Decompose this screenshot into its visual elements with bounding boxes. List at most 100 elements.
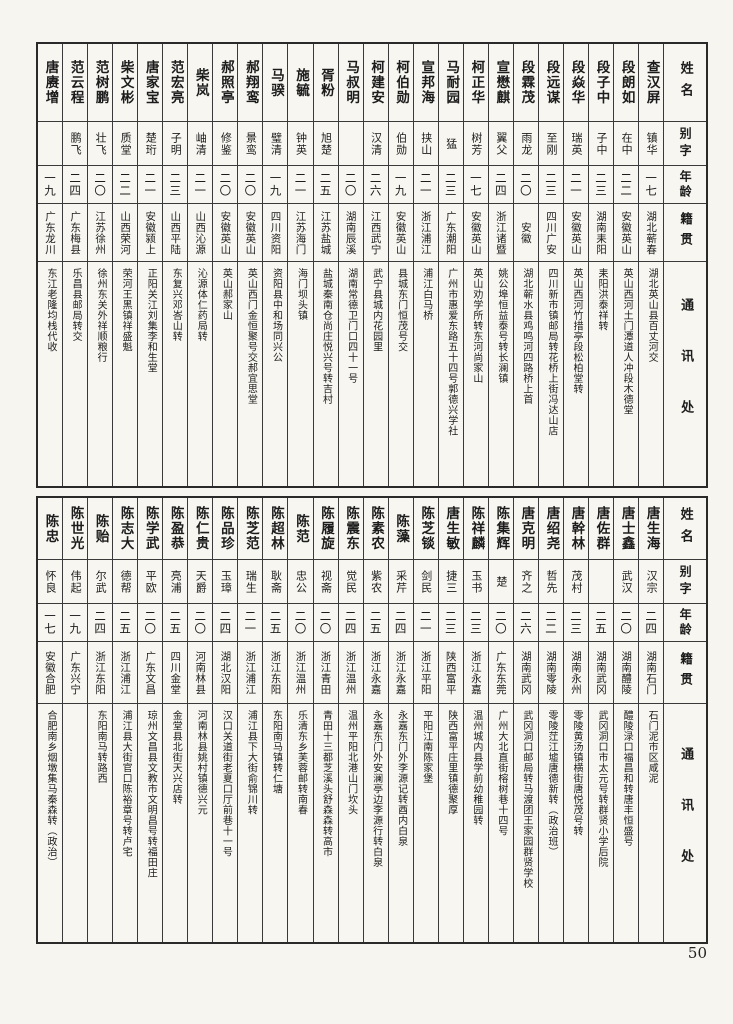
entry-age-cell: 二五 <box>113 604 138 642</box>
entry-courtesy-cell <box>589 560 614 604</box>
entry-origin-cell-text: 四川金堂 <box>169 650 182 695</box>
entry-address-cell-text: 荣河王黑镇祥盛魁 <box>120 268 132 352</box>
roster-entry-column: 唐生海 汉宗 二四 湖南石门 石门泥市区咸泥 <box>639 498 665 942</box>
entry-origin-cell-text: 陕西富平 <box>444 650 457 695</box>
entry-courtesy-cell: 紫农 <box>363 560 388 604</box>
entry-name-cell: 柯建安 <box>363 44 388 122</box>
roster-entry-column: 郝照亭 修鉴 二〇 安徽英山 英山郝家山 <box>213 44 239 486</box>
entry-origin-cell-text: 湖南醴陵 <box>620 650 633 695</box>
roster-entry-column: 马叔明 二〇 湖南辰溪 湖南常德卫门口四十一号 <box>338 44 364 486</box>
entry-name-cell-text: 柴文彬 <box>117 60 134 105</box>
roster-entry-column: 唐幹林 茂村 二三 湖南永州 零陵黄汤镇横街唐悦茂号转 <box>563 498 590 942</box>
entry-origin-cell: 江西武宁 <box>363 204 388 262</box>
entry-courtesy-cell-text: 天爵 <box>194 569 208 594</box>
entry-age-cell-text: 一九 <box>393 172 408 197</box>
entry-origin-cell-text: 江西武宁 <box>369 210 382 255</box>
roster-entry-column: 柴文彬质堂二二山西荣河荣河王黑镇祥盛魁 <box>113 44 139 486</box>
entry-address-cell-text: 东阳南马转路西 <box>95 710 107 784</box>
entry-age-cell: 二一 <box>238 604 263 642</box>
entry-courtesy-cell <box>338 122 363 166</box>
entry-origin-cell: 四川金堂 <box>163 642 188 704</box>
entry-origin-cell: 浙江浦江 <box>113 642 138 704</box>
entry-name-cell-text: 段远谋 <box>543 60 560 105</box>
entry-name-cell: 陈仁贵 <box>188 498 213 560</box>
entry-age-cell: 二三 <box>538 166 563 204</box>
entry-courtesy-cell-text: 怀良 <box>44 569 58 594</box>
entry-age-cell: 二三 <box>563 604 589 642</box>
entry-name-cell-text: 陈祥麟 <box>468 506 485 551</box>
entry-origin-cell-text: 浙江浦江 <box>119 650 132 695</box>
entry-age-cell: 二一 <box>288 166 313 204</box>
entry-age-cell-text: 二一 <box>243 610 258 635</box>
entry-origin-cell-text: 湖南武冈 <box>595 650 608 695</box>
entry-address-cell-text: 英山西河竹措亭段松柏堂转 <box>571 268 582 394</box>
entry-age-cell: 二〇 <box>288 604 313 642</box>
entry-courtesy-cell: 在中 <box>614 122 639 166</box>
entry-name-cell-text: 陈素农 <box>368 506 385 551</box>
entry-courtesy-cell-text: 武汉 <box>620 569 634 594</box>
entry-courtesy-cell-text: 忠公 <box>294 569 308 594</box>
entry-origin-cell: 江苏海门 <box>288 204 313 262</box>
entry-address-cell: 东阳南马镇转仁塘 <box>263 704 287 942</box>
entry-name-cell: 柴文彬 <box>113 44 138 122</box>
entry-courtesy-cell-text: 平欧 <box>144 569 158 594</box>
entry-address-cell-text: 湖南常德卫门口四十一号 <box>345 268 357 384</box>
entry-courtesy-cell-text: 汉清 <box>369 131 383 156</box>
entry-age-cell: 二〇 <box>188 604 213 642</box>
entry-courtesy-cell-text: 璧清 <box>269 131 283 156</box>
entry-age-cell: 二三 <box>438 166 463 204</box>
entry-origin-cell-text: 河南林县 <box>194 650 207 695</box>
entry-origin-cell-text: 山西荣河 <box>119 210 132 255</box>
entry-courtesy-cell: 玉书 <box>463 560 488 604</box>
entry-age-cell-text: 二二 <box>118 172 133 197</box>
entry-courtesy-cell-text: 尔武 <box>94 569 108 594</box>
entry-name-cell: 唐绍尧 <box>538 498 563 560</box>
roster-entry-column: 段霖茂 雨龙 二〇 安徽 湖北蕲水县鸡鸣河四路桥上首 <box>513 44 539 486</box>
entry-courtesy-cell: 楚珩 <box>138 122 163 166</box>
entry-address-cell: 广州大北直街榕树巷十四号 <box>489 704 513 942</box>
entry-origin-cell-text: 广东兴宁 <box>69 650 82 695</box>
entry-age-cell-text: 二〇 <box>518 172 533 197</box>
header-courtesy-cell: 别字 <box>664 560 707 604</box>
entry-name-cell: 范树鹏 <box>88 44 113 122</box>
entry-name-cell-text: 陈履旋 <box>318 506 335 551</box>
entry-age-cell-text: 二三 <box>443 610 458 635</box>
entry-name-cell: 马叔明 <box>338 44 363 122</box>
entry-address-cell: 盐城秦南仓尚庄悦兴号转吉村 <box>314 262 338 486</box>
entry-age-cell: 一七 <box>38 604 63 642</box>
entry-address-cell: 英山西河土门潭道人冲段木德堂 <box>614 262 638 486</box>
entry-age-cell: 二三 <box>589 166 614 204</box>
entry-origin-cell: 浙江浦江 <box>238 642 263 704</box>
entry-origin-cell: 湖北汉阳 <box>213 642 238 704</box>
entry-age-cell: 一九 <box>263 166 288 204</box>
entry-origin-cell: 安徽英山 <box>563 204 589 262</box>
entry-age-cell-text: 二〇 <box>143 610 158 635</box>
entry-name-cell: 柴岚 <box>188 44 213 122</box>
entry-courtesy-cell-text: 质堂 <box>119 131 133 156</box>
entry-origin-cell-text: 浙江浦江 <box>244 650 257 695</box>
entry-age-cell-text: 二〇 <box>218 172 233 197</box>
entry-address-cell: 浦江白马桥 <box>414 262 438 486</box>
entry-origin-cell-text: 山西沁源 <box>194 210 207 255</box>
entry-name-cell-text: 柯建安 <box>368 60 385 105</box>
entry-origin-cell: 广东文昌 <box>138 642 163 704</box>
entry-courtesy-cell: 镇华 <box>639 122 664 166</box>
entry-age-cell-text: 二四 <box>343 610 358 635</box>
roster-entry-column: 陈藻 采芹 二四 浙江永嘉 永嘉东门外李源记转酉内白泉 <box>388 498 414 942</box>
entry-name-cell: 范云程 <box>63 44 88 122</box>
entry-address-cell-text: 耒阳洪泰祥转 <box>596 268 608 331</box>
entry-origin-cell: 山西沁源 <box>188 204 213 262</box>
roster-entry-column: 段朗如 在中 二二 安徽英山 英山西河土门潭道人冲段木德堂 <box>614 44 640 486</box>
entry-courtesy-cell-text: 旭楚 <box>319 131 333 156</box>
entry-origin-cell: 浙江永嘉 <box>363 642 388 704</box>
entry-name-cell: 段焱华 <box>563 44 589 122</box>
entry-address-cell: 永嘉东门外安澜亭边李源行转白泉 <box>364 704 388 942</box>
roster-entry-column: 陈素农 紫农 二五 浙江永嘉 永嘉东门外安澜亭边李源行转白泉 <box>363 498 389 942</box>
entry-name-cell-text: 宣懋麒 <box>493 60 510 105</box>
entry-age-cell-text: 二五 <box>118 610 133 635</box>
entry-courtesy-cell: 忠公 <box>288 560 313 604</box>
entry-courtesy-cell: 茂村 <box>563 560 589 604</box>
entry-origin-cell-text: 江苏盐城 <box>319 210 332 255</box>
entry-origin-cell-text: 安徽英山 <box>394 210 407 255</box>
entry-origin-cell-text: 浙江温州 <box>344 650 357 695</box>
